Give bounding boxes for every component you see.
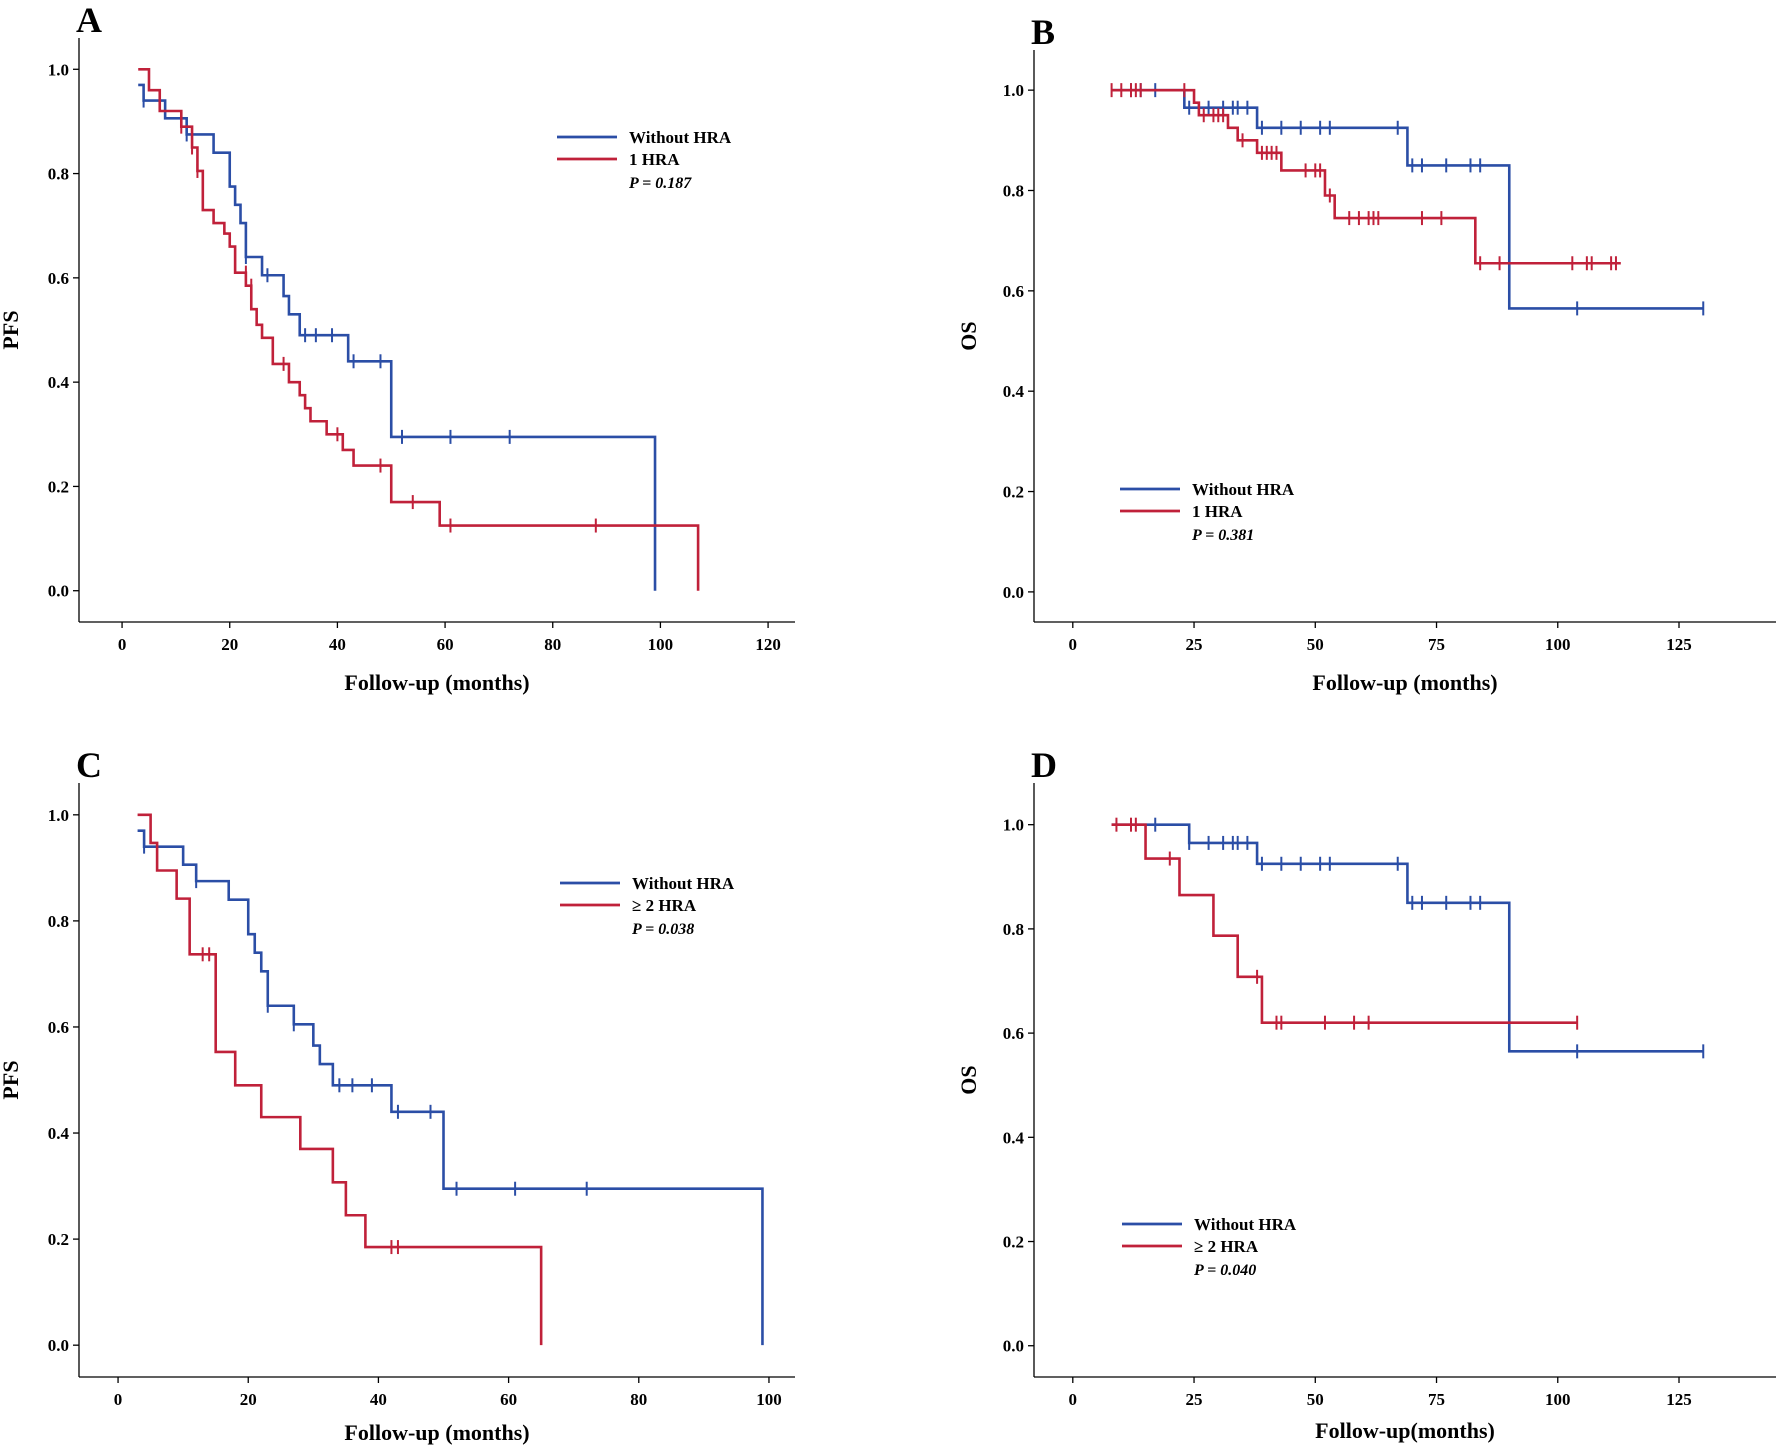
- panel-b: B 0.0 0.2 0.4 0.6 0.8 1.0 0 25 50 75 100 125 Follow-u…: [956, 12, 1776, 695]
- y-tick-label: 0.8: [1003, 181, 1024, 200]
- y-tick-label: 0.0: [1003, 1337, 1024, 1356]
- x-axis-title: Follow-up (months): [344, 1420, 529, 1445]
- y-tick-label: 0.0: [1003, 583, 1024, 602]
- legend-label: Without HRA: [632, 874, 735, 893]
- legend-p-value: P = 0.040: [1193, 1262, 1256, 1279]
- x-tick-label: 125: [1666, 635, 1692, 654]
- y-tick-label: 0.6: [1003, 282, 1024, 301]
- legend-label: Without HRA: [1192, 480, 1295, 499]
- y-tick-label: 0.4: [48, 1124, 70, 1143]
- km-curve-without-hra: [1111, 823, 1704, 1053]
- x-tick-label: 40: [370, 1390, 387, 1409]
- y-axis-title: OS: [956, 1065, 981, 1094]
- legend-label: ≥ 2 HRA: [1194, 1237, 1259, 1256]
- km-curve-without-hra: [137, 829, 764, 1346]
- y-tick-label: 0.2: [48, 477, 69, 496]
- panel-a: A 0.0 0.2 0.4 0.6 0.8 1.0 0 20 40 60 80 100 120 Follow…: [0, 0, 795, 695]
- y-tick-label: 0.8: [48, 912, 69, 931]
- panel-letter: D: [1031, 745, 1057, 785]
- x-tick-label: 50: [1307, 635, 1324, 654]
- y-tick-label: 1.0: [48, 60, 69, 79]
- y-tick-label: 0.2: [1003, 1233, 1024, 1252]
- legend-p-value: P = 0.187: [628, 175, 692, 192]
- legend-p-value: P = 0.038: [631, 921, 694, 938]
- y-tick-label: 1.0: [1003, 81, 1024, 100]
- x-tick-label: 125: [1666, 1390, 1692, 1409]
- y-axis-title: PFS: [0, 1060, 23, 1099]
- y-tick-label: 0.8: [48, 165, 69, 184]
- x-tick-label: 60: [500, 1390, 517, 1409]
- legend-label: Without HRA: [1194, 1215, 1297, 1234]
- km-curve-hra: [138, 67, 700, 591]
- x-tick-label: 0: [1069, 1390, 1078, 1409]
- x-axis-title: Follow-up (months): [1312, 670, 1497, 695]
- x-tick-label: 50: [1307, 1390, 1324, 1409]
- x-tick-label: 25: [1186, 1390, 1203, 1409]
- panel-c: C 0.0 0.2 0.4 0.6 0.8 1.0 0 20 40 60 80 100 Follow-up…: [0, 745, 795, 1445]
- x-tick-label: 40: [329, 635, 346, 654]
- x-tick-label: 25: [1186, 635, 1203, 654]
- y-tick-label: 0.0: [48, 582, 69, 601]
- x-tick-label: 20: [221, 635, 238, 654]
- panel-letter: B: [1031, 12, 1055, 52]
- x-tick-label: 100: [1545, 635, 1571, 654]
- y-axis-title: PFS: [0, 310, 23, 349]
- y-tick-label: 0.4: [1003, 382, 1025, 401]
- km-curve-hra: [137, 813, 543, 1346]
- y-tick-label: 0.4: [1003, 1128, 1025, 1147]
- panel-letter: A: [76, 0, 102, 40]
- y-tick-label: 0.0: [48, 1336, 69, 1355]
- km-curve-without-hra: [138, 83, 657, 591]
- legend-label: Without HRA: [629, 128, 732, 147]
- legend-label: 1 HRA: [1192, 502, 1243, 521]
- x-tick-label: 60: [437, 635, 454, 654]
- y-tick-label: 0.2: [1003, 483, 1024, 502]
- y-tick-label: 1.0: [1003, 816, 1024, 835]
- km-curve-hra: [1111, 823, 1578, 1024]
- x-tick-label: 100: [1545, 1390, 1571, 1409]
- x-tick-label: 20: [240, 1390, 257, 1409]
- x-tick-label: 0: [118, 635, 127, 654]
- km-curve-without-hra: [1111, 88, 1704, 310]
- x-tick-label: 100: [648, 635, 674, 654]
- x-tick-label: 100: [756, 1390, 782, 1409]
- x-axis-title: Follow-up (months): [344, 670, 529, 695]
- x-tick-label: 120: [755, 635, 781, 654]
- y-tick-label: 0.6: [48, 1018, 69, 1037]
- km-curve-hra: [1111, 88, 1621, 265]
- x-tick-label: 80: [630, 1390, 647, 1409]
- x-tick-label: 80: [544, 635, 561, 654]
- y-axis-title: OS: [956, 321, 981, 350]
- y-tick-label: 0.8: [1003, 920, 1024, 939]
- legend-label: 1 HRA: [629, 150, 680, 169]
- x-tick-label: 0: [114, 1390, 123, 1409]
- x-tick-label: 0: [1069, 635, 1078, 654]
- panel-d: D 0.0 0.2 0.4 0.6 0.8 1.0 0 25 50 75 100 125 Follow-u…: [956, 745, 1776, 1443]
- x-tick-label: 75: [1428, 635, 1445, 654]
- y-tick-label: 1.0: [48, 806, 69, 825]
- legend-p-value: P = 0.381: [1191, 527, 1254, 544]
- y-tick-label: 0.2: [48, 1230, 69, 1249]
- panel-letter: C: [76, 745, 102, 785]
- y-tick-label: 0.6: [48, 269, 69, 288]
- legend-label: ≥ 2 HRA: [632, 896, 697, 915]
- y-tick-label: 0.6: [1003, 1024, 1024, 1043]
- x-tick-label: 75: [1428, 1390, 1445, 1409]
- x-axis-title: Follow-up(months): [1315, 1418, 1495, 1443]
- y-tick-label: 0.4: [48, 373, 70, 392]
